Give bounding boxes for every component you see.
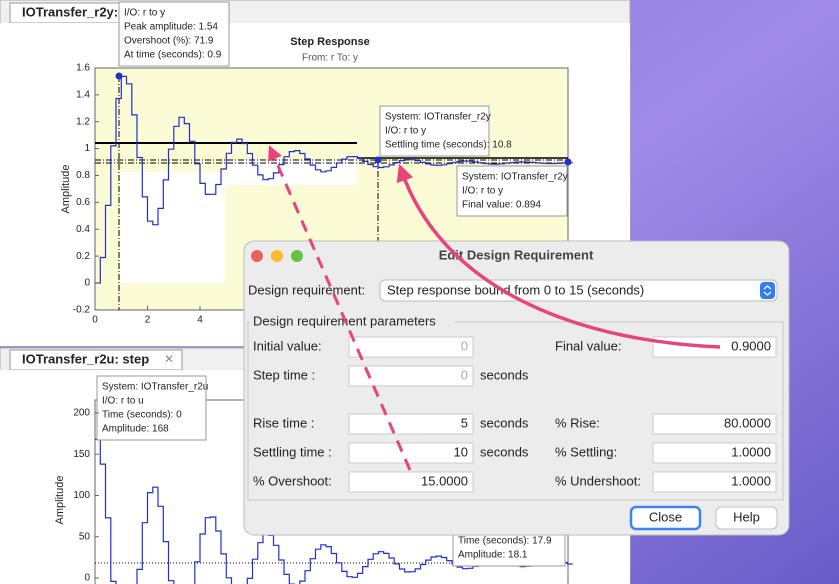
field-label: Initial value: [253, 338, 322, 353]
text-field[interactable] [348, 413, 474, 435]
datatip-text: System: IOTransfer_r2y [385, 112, 491, 123]
y-label: Amplitude [60, 165, 72, 214]
button-label: Help [733, 509, 760, 524]
y-tick-label: 1.2 [76, 116, 90, 127]
bound-region [120, 172, 225, 283]
response-curve [95, 75, 573, 284]
y-tick-label: 50 [79, 531, 91, 542]
datatip-text: Settling time (seconds): 10.8 [385, 140, 512, 151]
field-value: 10 [454, 444, 468, 459]
y-tick-label: 150 [73, 449, 90, 460]
field-label: Design requirement: [248, 282, 365, 297]
datatip [452, 529, 566, 567]
y-tick-label: 0 [84, 278, 90, 289]
y-tick-label: 0 [84, 573, 90, 584]
datatip-text: At time (seconds): 0.9 [124, 50, 222, 61]
field-value: 1.0000 [731, 473, 771, 488]
datatip-text: Time (seconds): 0 [102, 410, 182, 421]
field-label: Settling time : [253, 444, 332, 459]
tab-label: IOTransfer_r2u: step [22, 351, 149, 366]
y-tick-label: 0.6 [76, 197, 90, 208]
datatip-text: I/O: r to y [385, 126, 426, 137]
text-field[interactable] [348, 471, 474, 493]
annotation-arrow [396, 163, 721, 349]
field-label: Step time : [253, 367, 315, 382]
annotation-arrow [268, 145, 412, 471]
tab-label: IOTransfer_r2y: step [22, 4, 149, 19]
select[interactable] [379, 279, 778, 302]
field-label: % Undershoot: [555, 473, 641, 488]
y-tick-label: 1.4 [76, 89, 90, 100]
y-tick-label: 200 [73, 408, 90, 419]
plot-title: Step Response [290, 36, 369, 48]
field-value: 1.0000 [731, 444, 771, 459]
field-label: Final value: [555, 338, 621, 353]
select-value: Step response bound from 0 to 15 (second… [387, 282, 644, 297]
zoom-light[interactable] [291, 250, 303, 262]
datatip-text: I/O: r to y [462, 186, 503, 197]
datatip [118, 1, 230, 67]
datatip [96, 375, 207, 441]
button-label: Close [649, 509, 682, 524]
datatip-text: Overshoot (%): 71.9 [124, 36, 214, 47]
field-value: 80.0000 [724, 415, 771, 430]
y-tick-label: -0.2 [73, 305, 91, 316]
datatip [379, 105, 490, 157]
text-field[interactable] [348, 442, 474, 464]
y-label: Amplitude [54, 476, 66, 525]
bound-region [225, 160, 357, 185]
text-field [348, 336, 474, 358]
text-field [348, 365, 474, 387]
y-tick-label: 0.2 [76, 251, 90, 262]
datatip-text: Final value: 0.894 [462, 200, 541, 211]
dialog-title: Edit Design Requirement [439, 247, 594, 262]
datatip-text: System: IOTransfer_r2u [102, 382, 208, 393]
field-value: 0.9000 [731, 338, 771, 353]
select-chevron[interactable] [760, 282, 775, 299]
x-tick-label: 2 [145, 315, 151, 326]
datatip [456, 165, 568, 217]
x-tick-label: 0 [92, 315, 98, 326]
datatip-text: Peak amplitude: 1.54 [124, 22, 218, 33]
y-tick-label: 0.8 [76, 170, 90, 181]
group-label-bg [250, 314, 455, 328]
tab-close[interactable]: ✕ [164, 352, 174, 366]
y-tick-label: 1 [84, 143, 90, 154]
text-field[interactable] [652, 442, 777, 464]
datatip-text: I/O: r to y [124, 8, 165, 19]
field-value: 5 [461, 415, 468, 430]
plot-subtitle: From: r To: y [302, 53, 358, 64]
field-label: % Settling: [555, 444, 617, 459]
y-tick-label: 1.6 [76, 63, 90, 74]
field-unit: seconds [480, 444, 529, 459]
datatip-point [374, 156, 382, 164]
field-value: 0 [461, 338, 468, 353]
button[interactable] [629, 505, 702, 531]
field-unit: seconds [480, 367, 529, 382]
field-value: 15.0000 [421, 473, 468, 488]
minimize-light[interactable] [271, 250, 283, 262]
field-label: % Overshoot: [253, 473, 332, 488]
field-unit: seconds [480, 415, 529, 430]
x-tick-label: 4 [197, 315, 203, 326]
close-light[interactable] [251, 250, 263, 262]
datatip-text: System: IOTransfer_r2y [462, 172, 568, 183]
field-label: Rise time : [253, 415, 314, 430]
field-label: % Rise: [555, 415, 600, 430]
chevron-icon [763, 285, 772, 296]
field-value: 0 [461, 367, 468, 382]
datatip-text: Amplitude: 168 [102, 424, 169, 435]
y-tick-label: 0.4 [76, 224, 90, 235]
button[interactable] [715, 506, 778, 530]
datatip-text: Amplitude: 18.1 [458, 550, 528, 561]
group-box [247, 321, 784, 501]
datatip-point [115, 72, 123, 80]
datatip-text: Time (seconds): 17.9 [458, 536, 552, 547]
datatip-point [564, 158, 572, 166]
text-field[interactable] [652, 471, 777, 493]
datatip-text: I/O: r to u [102, 396, 144, 407]
y-tick-label: 100 [73, 490, 90, 501]
text-field[interactable] [652, 413, 777, 435]
